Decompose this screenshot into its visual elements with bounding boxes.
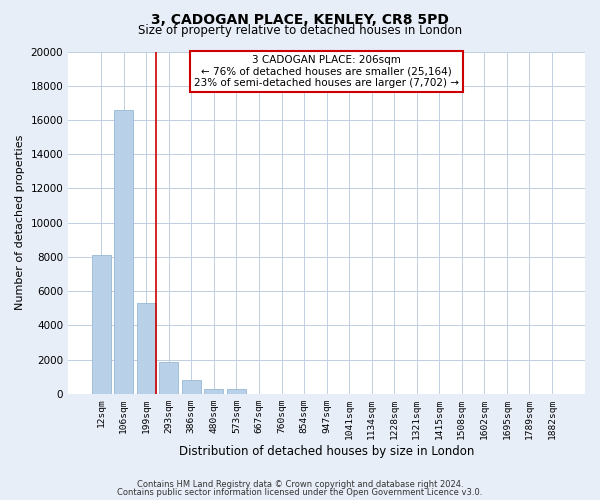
Bar xyxy=(92,255,111,394)
X-axis label: Distribution of detached houses by size in London: Distribution of detached houses by size … xyxy=(179,444,474,458)
Text: Contains public sector information licensed under the Open Government Licence v3: Contains public sector information licen… xyxy=(118,488,482,497)
Text: 3 CADOGAN PLACE: 206sqm
← 76% of detached houses are smaller (25,164)
23% of sem: 3 CADOGAN PLACE: 206sqm ← 76% of detache… xyxy=(194,55,459,88)
Y-axis label: Number of detached properties: Number of detached properties xyxy=(15,135,25,310)
Bar xyxy=(227,389,246,394)
Bar xyxy=(159,362,178,394)
Bar xyxy=(114,110,133,394)
Text: 3, CADOGAN PLACE, KENLEY, CR8 5PD: 3, CADOGAN PLACE, KENLEY, CR8 5PD xyxy=(151,12,449,26)
Text: Contains HM Land Registry data © Crown copyright and database right 2024.: Contains HM Land Registry data © Crown c… xyxy=(137,480,463,489)
Bar xyxy=(205,389,223,394)
Bar xyxy=(182,380,201,394)
Bar xyxy=(137,303,156,394)
Text: Size of property relative to detached houses in London: Size of property relative to detached ho… xyxy=(138,24,462,37)
